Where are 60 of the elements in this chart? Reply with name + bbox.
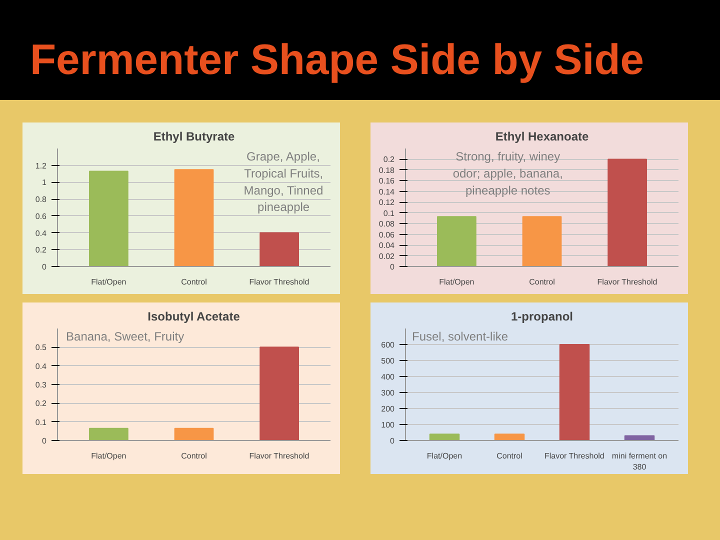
y-tick-label: 0.18 [378, 166, 396, 175]
y-tick-label: 0.06 [378, 230, 396, 240]
y-tick-label: 0.14 [378, 187, 396, 196]
bar [494, 434, 525, 440]
x-tick-label: Flat/Open [426, 452, 462, 460]
x-tick-label: Flat/Open [91, 452, 126, 460]
y-tick-label: 600 [381, 340, 396, 350]
x-tick-label: Flavor Threshold [544, 452, 604, 460]
x-tick-label: Flavor Threshold [249, 278, 310, 286]
y-tick-label: 400 [381, 372, 396, 382]
x-tick-label: Control [181, 278, 208, 286]
chart-title: Ethyl Butyrate [153, 130, 235, 144]
y-tick-label: 0.8 [35, 195, 48, 204]
y-tick-label: 0.02 [378, 252, 396, 261]
chart-title: Ethyl Hexanoate [495, 130, 590, 144]
y-tick-label: 0.2 [383, 155, 396, 164]
y-tick-label: 0.1 [35, 418, 48, 427]
y-tick-label: 0 [42, 262, 48, 272]
bar [174, 169, 214, 266]
y-tick-label: 0.08 [378, 220, 396, 229]
bar [429, 434, 460, 440]
y-tick-label: 0.4 [35, 362, 48, 371]
x-tick-label: Control [496, 452, 523, 460]
y-tick-label: 500 [381, 356, 396, 366]
y-tick-label: 0.12 [378, 198, 396, 208]
annotation: Banana, Sweet, Fruity [66, 330, 184, 344]
y-tick-label: 0.3 [35, 380, 48, 390]
x-tick-label: mini ferment on 380 [612, 452, 668, 472]
y-tick-label: 200 [381, 404, 396, 414]
y-tick-label: 300 [381, 388, 396, 398]
bar [559, 344, 590, 440]
x-tick-label: Flavor Threshold [597, 278, 658, 286]
x-tick-label: Control [529, 278, 556, 286]
x-tick-label: Flat/Open [91, 278, 126, 286]
annotation: Grape, Apple, Tropical Fruits, Mango, Tinned pineapple [244, 150, 324, 214]
annotation: Fusel, solvent-like [412, 330, 508, 344]
bar [260, 232, 300, 266]
bar [88, 170, 128, 266]
bar [624, 435, 655, 440]
text: Fermenter Shape Side by Side [30, 35, 644, 86]
y-tick-label: 0.4 [35, 228, 48, 238]
y-tick-label: 0 [42, 436, 48, 446]
x-tick-label: Flavor Threshold [249, 452, 310, 460]
x-tick-label: Control [181, 452, 208, 460]
y-tick-label: 0.5 [35, 343, 48, 352]
y-tick-label: 0.16 [378, 176, 396, 186]
y-tick-label: 100 [381, 420, 396, 430]
y-tick-label: 0.2 [35, 246, 48, 255]
y-tick-label: 1.2 [35, 161, 48, 170]
y-tick-label: 0.1 [383, 208, 396, 218]
x-tick-label: Flat/Open [439, 278, 474, 286]
y-tick-label: 0.04 [378, 241, 396, 250]
y-tick-label: 0 [390, 436, 396, 446]
annotation: Strong, fruity, winey odor; apple, banana, pineapple notes [452, 150, 563, 198]
y-tick-label: 0.6 [35, 212, 48, 221]
y-tick-label: 0 [390, 262, 396, 272]
chart-title: 1-propanol [511, 310, 573, 324]
y-tick-label: 1 [42, 178, 48, 188]
chart-title: Isobutyl Acetate [148, 310, 240, 324]
y-tick-label: 0.2 [35, 399, 48, 408]
